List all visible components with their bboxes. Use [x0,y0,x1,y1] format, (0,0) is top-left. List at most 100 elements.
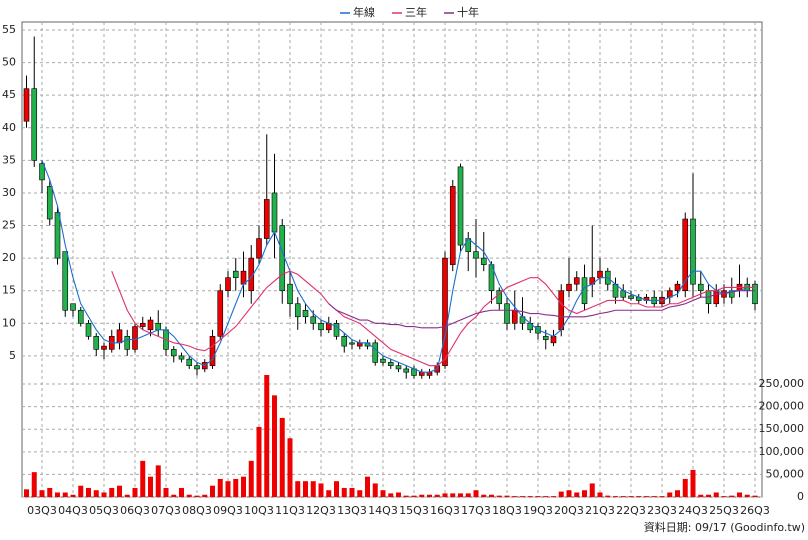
x-tick-label: 25Q3 [709,504,739,517]
volume-bar [47,487,53,497]
volume-bar [574,492,580,497]
candle-body [349,342,355,345]
plot-frame [21,21,763,498]
volume-bar [202,494,208,497]
volume-bar [473,490,479,497]
volume-bar [675,490,680,497]
footnote: 資料日期: 09/17 (Goodinfo.tw) [644,520,805,534]
volume-bar [419,494,425,497]
volume-bar [101,492,107,497]
candle-body [302,309,309,318]
candle-body [170,349,177,357]
volume-bar [465,493,471,497]
y-tick-label: 30 [2,186,16,199]
volume-bar [411,495,417,497]
volume-bar [737,492,742,497]
candle-body [279,225,286,292]
x-tick-label: 21Q3 [585,504,615,517]
volume-bar [582,490,587,497]
volume-bar [535,496,541,497]
volume-bar [210,485,215,497]
candle-body [341,336,348,347]
volume-bar [481,494,487,497]
volume-bar [442,493,448,497]
volume-bar [504,495,510,497]
volume-bar [318,483,324,497]
y2-tick-label: 250,000 [759,377,805,390]
x-tick-label: 24Q3 [678,504,708,517]
volume-bar [287,438,293,497]
volume-bar [233,478,239,497]
y2-tick-label: 0 [797,490,804,503]
x-tick-label: 18Q3 [492,504,522,517]
candle-body [628,295,634,299]
y-tick-label: 55 [2,23,16,36]
candle-body [380,358,386,363]
candle-body [147,319,154,331]
candle-body [473,251,479,259]
candle-body [225,277,231,292]
volume-bar [155,465,161,497]
candle-body [403,368,410,373]
y2-tick-label: 150,000 [759,422,805,435]
volume-bar [171,494,177,497]
volume-bar [109,487,115,497]
x-tick-label: 20Q3 [554,504,584,517]
volume-bar [512,496,518,497]
volume-bar [264,375,270,497]
volume-bar [450,493,456,497]
volume-bar [520,496,525,497]
candle-body [139,322,146,327]
volume-bar [279,417,285,497]
volume-bar [372,483,378,497]
volume-bar [644,496,649,497]
x-tick-label: 15Q3 [399,504,429,517]
candle-body [178,355,185,360]
y2-tick-label: 200,000 [759,400,805,413]
x-tick-label: 07Q3 [151,504,181,517]
candle-body [713,290,720,305]
x-tick-label: 05Q3 [89,504,119,517]
x-tick-label: 08Q3 [182,504,212,517]
volume-bar [636,496,642,497]
volume-bar [597,492,603,497]
volume-bar [434,494,440,497]
candle-body [395,365,402,370]
x-tick-label: 14Q3 [368,504,398,517]
volume-bar [651,496,657,497]
volume-bar [39,490,45,497]
candle-body [46,186,53,220]
candle-body [31,88,38,161]
volume-bar [566,490,572,497]
volume-bar [558,491,564,497]
candle-body [186,358,193,366]
y-tick-label: 45 [2,88,16,101]
volume-bar [365,476,370,497]
candle-body [597,270,603,278]
candle-body [209,336,216,366]
candle-body [550,336,557,344]
volume-bar [729,495,735,497]
x-tick-label: 09Q3 [213,504,243,517]
volume-bar [310,481,316,497]
candle-body [256,238,262,259]
candle-body [263,199,270,239]
candle-body [442,257,448,366]
volume-bar [132,487,138,497]
volume-bar [527,496,533,497]
x-tick-label: 16Q3 [430,504,460,517]
candle-body [496,290,503,305]
candle-body [70,303,76,311]
volume-bar [256,426,262,497]
volume-bar [380,490,386,497]
x-tick-label: 10Q3 [244,504,274,517]
volume-bar [186,494,192,497]
y-tick-label: 25 [2,219,16,232]
volume-bar [613,496,618,497]
volume-bar [303,481,308,497]
volume-bar [248,460,254,497]
volume-bar [628,496,634,497]
candle-body [457,166,464,246]
volume-bar [659,496,665,497]
volume-bar [179,487,184,497]
